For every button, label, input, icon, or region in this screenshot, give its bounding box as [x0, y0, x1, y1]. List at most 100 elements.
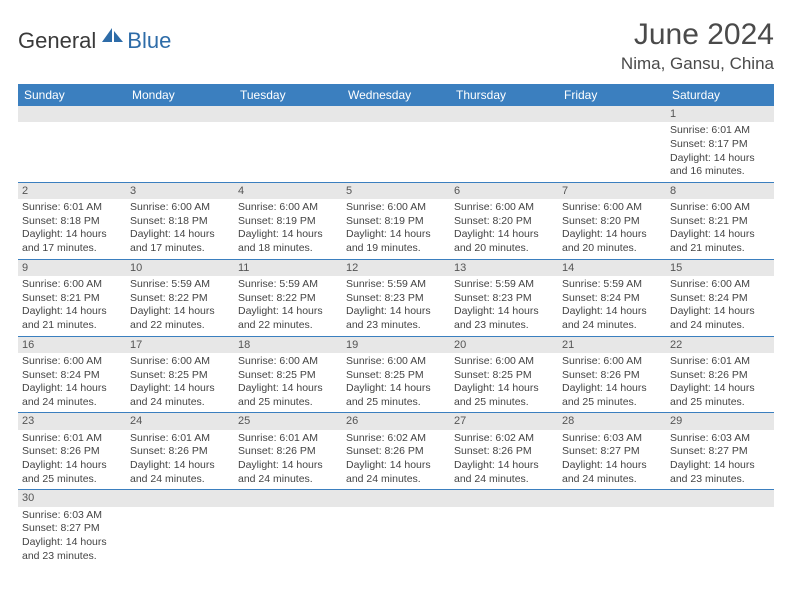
weekday-header: Saturday [666, 84, 774, 106]
sunset-line: Sunset: 8:24 PM [562, 292, 662, 306]
calendar-cell: 13Sunrise: 5:59 AMSunset: 8:23 PMDayligh… [450, 259, 558, 336]
calendar-cell: 6Sunrise: 6:00 AMSunset: 8:20 PMDaylight… [450, 182, 558, 259]
calendar-cell [666, 490, 774, 566]
sail-icon [100, 26, 126, 49]
calendar-table: Sunday Monday Tuesday Wednesday Thursday… [18, 84, 774, 566]
day-number [558, 106, 666, 122]
day-number [342, 490, 450, 506]
sunrise-line: Sunrise: 6:01 AM [670, 124, 770, 138]
sunrise-line: Sunrise: 6:01 AM [670, 355, 770, 369]
calendar-cell: 2Sunrise: 6:01 AMSunset: 8:18 PMDaylight… [18, 182, 126, 259]
day-details: Sunrise: 6:00 AMSunset: 8:25 PMDaylight:… [342, 353, 450, 413]
day-details: Sunrise: 6:00 AMSunset: 8:24 PMDaylight:… [18, 353, 126, 413]
sunset-line: Sunset: 8:27 PM [22, 522, 122, 536]
day-number: 22 [666, 337, 774, 353]
day-details: Sunrise: 6:01 AMSunset: 8:26 PMDaylight:… [126, 430, 234, 490]
daylight-line: Daylight: 14 hours and 20 minutes. [562, 228, 662, 255]
daylight-line: Daylight: 14 hours and 25 minutes. [670, 382, 770, 409]
brand-main: General [18, 28, 96, 54]
day-number: 28 [558, 413, 666, 429]
day-number: 29 [666, 413, 774, 429]
day-details: Sunrise: 5:59 AMSunset: 8:22 PMDaylight:… [234, 276, 342, 336]
calendar-cell: 29Sunrise: 6:03 AMSunset: 8:27 PMDayligh… [666, 413, 774, 490]
calendar-cell: 9Sunrise: 6:00 AMSunset: 8:21 PMDaylight… [18, 259, 126, 336]
sunrise-line: Sunrise: 5:59 AM [346, 278, 446, 292]
weekday-header: Wednesday [342, 84, 450, 106]
day-details: Sunrise: 6:00 AMSunset: 8:21 PMDaylight:… [666, 199, 774, 259]
calendar-cell: 4Sunrise: 6:00 AMSunset: 8:19 PMDaylight… [234, 182, 342, 259]
day-number: 16 [18, 337, 126, 353]
sunset-line: Sunset: 8:24 PM [670, 292, 770, 306]
brand-logo: General Blue [18, 26, 171, 55]
calendar-cell: 25Sunrise: 6:01 AMSunset: 8:26 PMDayligh… [234, 413, 342, 490]
day-number: 3 [126, 183, 234, 199]
day-number [18, 106, 126, 122]
day-details: Sunrise: 5:59 AMSunset: 8:24 PMDaylight:… [558, 276, 666, 336]
day-number: 4 [234, 183, 342, 199]
daylight-line: Daylight: 14 hours and 18 minutes. [238, 228, 338, 255]
day-details: Sunrise: 6:02 AMSunset: 8:26 PMDaylight:… [342, 430, 450, 490]
sunrise-line: Sunrise: 6:00 AM [130, 201, 230, 215]
sunrise-line: Sunrise: 6:03 AM [22, 509, 122, 523]
sunrise-line: Sunrise: 5:59 AM [238, 278, 338, 292]
calendar-cell [126, 106, 234, 182]
calendar-cell: 21Sunrise: 6:00 AMSunset: 8:26 PMDayligh… [558, 336, 666, 413]
calendar-cell: 26Sunrise: 6:02 AMSunset: 8:26 PMDayligh… [342, 413, 450, 490]
calendar-row: 2 Sunrise: 6:01 AMSunset: 8:18 PM Daylight… [18, 182, 774, 259]
day-number: 11 [234, 260, 342, 276]
sunrise-line: Sunrise: 6:00 AM [238, 201, 338, 215]
sunset-line: Sunset: 8:25 PM [346, 369, 446, 383]
calendar-cell: 10Sunrise: 5:59 AMSunset: 8:22 PMDayligh… [126, 259, 234, 336]
sunrise-line: Sunrise: 6:01 AM [22, 432, 122, 446]
calendar-cell [558, 490, 666, 566]
day-number: 20 [450, 337, 558, 353]
calendar-cell: 5Sunrise: 6:00 AMSunset: 8:19 PMDaylight… [342, 182, 450, 259]
daylight-line: Daylight: 14 hours and 19 minutes. [346, 228, 446, 255]
daylight-line: Daylight: 14 hours and 21 minutes. [22, 305, 122, 332]
day-details: Sunrise: 6:00 AMSunset: 8:25 PMDaylight:… [126, 353, 234, 413]
sunrise-line: Sunrise: 6:00 AM [454, 201, 554, 215]
sunset-line: Sunset: 8:25 PM [238, 369, 338, 383]
sunset-line: Sunset: 8:21 PM [670, 215, 770, 229]
sunrise-line: Sunrise: 6:00 AM [346, 355, 446, 369]
sunset-line: Sunset: 8:27 PM [670, 445, 770, 459]
day-number: 1 [666, 106, 774, 122]
day-details: Sunrise: 6:01 AMSunset: 8:26 PMDaylight:… [666, 353, 774, 413]
daylight-line: Daylight: 14 hours and 25 minutes. [454, 382, 554, 409]
calendar-cell [342, 490, 450, 566]
sunrise-line: Sunrise: 6:02 AM [346, 432, 446, 446]
calendar-cell: 15Sunrise: 6:00 AMSunset: 8:24 PMDayligh… [666, 259, 774, 336]
calendar-cell: 20Sunrise: 6:00 AMSunset: 8:25 PMDayligh… [450, 336, 558, 413]
weekday-header: Tuesday [234, 84, 342, 106]
sunrise-line: Sunrise: 6:01 AM [238, 432, 338, 446]
weekday-header: Thursday [450, 84, 558, 106]
daylight-line: Daylight: 14 hours and 20 minutes. [454, 228, 554, 255]
sunrise-line: Sunrise: 6:01 AM [22, 201, 122, 215]
day-details: Sunrise: 5:59 AMSunset: 8:23 PMDaylight:… [450, 276, 558, 336]
sunrise-line: Sunrise: 6:00 AM [130, 355, 230, 369]
day-number: 10 [126, 260, 234, 276]
sunrise-line: Sunrise: 6:00 AM [562, 201, 662, 215]
calendar-cell [558, 106, 666, 182]
calendar-cell: 12Sunrise: 5:59 AMSunset: 8:23 PMDayligh… [342, 259, 450, 336]
day-number: 8 [666, 183, 774, 199]
calendar-row: 9Sunrise: 6:00 AMSunset: 8:21 PMDaylight… [18, 259, 774, 336]
daylight-line: Daylight: 14 hours and 24 minutes. [562, 305, 662, 332]
sunset-line: Sunset: 8:22 PM [238, 292, 338, 306]
daylight-line: Daylight: 14 hours and 21 minutes. [670, 228, 770, 255]
calendar-cell: 27Sunrise: 6:02 AMSunset: 8:26 PMDayligh… [450, 413, 558, 490]
day-details: Sunrise: 6:00 AMSunset: 8:18 PMDaylight:… [126, 199, 234, 259]
day-number: 17 [126, 337, 234, 353]
daylight-line: Daylight: 14 hours and 23 minutes. [454, 305, 554, 332]
weekday-header: Friday [558, 84, 666, 106]
calendar-row: 23Sunrise: 6:01 AMSunset: 8:26 PMDayligh… [18, 413, 774, 490]
weekday-header-row: Sunday Monday Tuesday Wednesday Thursday… [18, 84, 774, 106]
day-details: Sunrise: 6:00 AMSunset: 8:24 PMDaylight:… [666, 276, 774, 336]
sunrise-line: Sunrise: 6:00 AM [670, 201, 770, 215]
calendar-cell [18, 106, 126, 182]
sunrise-line: Sunrise: 6:00 AM [238, 355, 338, 369]
sunset-line: Sunset: 8:18 PM [22, 215, 122, 229]
day-number: 2 [18, 183, 126, 199]
calendar-cell: 11Sunrise: 5:59 AMSunset: 8:22 PMDayligh… [234, 259, 342, 336]
day-number: 19 [342, 337, 450, 353]
